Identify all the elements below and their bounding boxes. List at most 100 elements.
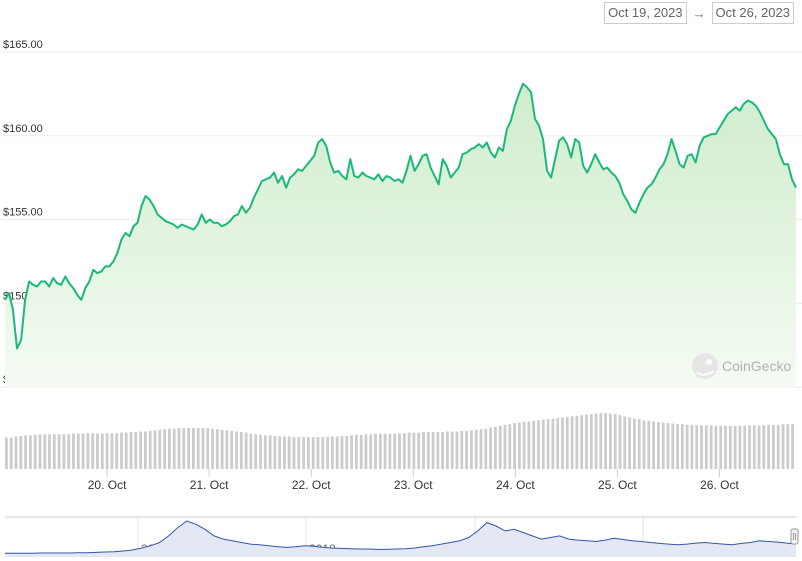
- volume-bar: [714, 425, 718, 469]
- volume-bar: [565, 416, 569, 469]
- price-area: [4, 82, 797, 388]
- volume-bar: [211, 428, 214, 469]
- navigator-handle[interactable]: [790, 528, 799, 545]
- volume-bar: [19, 436, 23, 469]
- volume-bar: [369, 434, 373, 469]
- volume-bar: [359, 434, 363, 469]
- volume-bar: [225, 430, 229, 469]
- volume-bar: [230, 430, 234, 469]
- volume-bar: [436, 432, 440, 469]
- volume-bar: [168, 428, 171, 469]
- volume-bar: [609, 413, 612, 469]
- volume-bar: [637, 419, 641, 469]
- volume-bar: [321, 437, 325, 469]
- navigator[interactable]: 2016201820202022: [5, 516, 799, 557]
- volume-bars: [5, 413, 794, 469]
- volume-bar: [676, 424, 679, 469]
- volume-bar: [91, 433, 95, 469]
- volume-bar: [743, 425, 747, 469]
- volume-bar: [192, 428, 195, 469]
- volume-bar: [781, 424, 785, 469]
- x-tick-label: 21. Oct: [190, 478, 229, 492]
- volume-bar: [417, 432, 421, 469]
- volume-bar: [685, 424, 689, 469]
- volume-bar: [177, 428, 181, 469]
- volume-bar: [235, 431, 238, 469]
- volume-bar: [249, 433, 253, 469]
- volume-bar: [9, 437, 13, 469]
- volume-bar: [431, 432, 435, 469]
- volume-bar: [187, 428, 190, 469]
- volume-bar: [561, 417, 564, 469]
- date-to-input[interactable]: Oct 26, 2023: [711, 2, 794, 24]
- volume-bar: [24, 435, 27, 469]
- volume-bar: [728, 425, 732, 469]
- coingecko-watermark: CoinGecko: [692, 353, 791, 379]
- volume-bar: [129, 432, 133, 469]
- volume-bar: [5, 437, 8, 469]
- volume-bar: [680, 424, 684, 469]
- volume-bar: [110, 433, 114, 469]
- volume-bar: [115, 433, 119, 469]
- volume-bar: [580, 415, 584, 469]
- volume-bar: [302, 437, 305, 469]
- volume-bar: [738, 425, 742, 469]
- volume-bar: [666, 423, 670, 469]
- volume-bar: [422, 432, 425, 469]
- volume-bar: [287, 436, 291, 469]
- volume-bar: [158, 429, 162, 469]
- volume-bar: [613, 414, 617, 469]
- y-tick-label: $155.00: [3, 207, 43, 219]
- volume-bar: [479, 429, 483, 469]
- volume-bar: [604, 413, 607, 469]
- volume-bar: [311, 437, 315, 469]
- volume-bar: [297, 437, 301, 469]
- volume-bar: [38, 434, 42, 469]
- volume-bar: [589, 414, 593, 469]
- volume-bar: [105, 433, 109, 469]
- x-tick-label: 25. Oct: [598, 478, 637, 492]
- volume-bar: [791, 424, 794, 469]
- volume-bar: [220, 429, 224, 469]
- volume-bar: [67, 434, 71, 469]
- volume-bar: [72, 433, 75, 469]
- volume-bar: [633, 418, 636, 469]
- volume-bar: [733, 425, 737, 469]
- volume-bar: [762, 425, 766, 469]
- volume-bar: [335, 436, 339, 469]
- volume-bar: [14, 436, 18, 469]
- volume-bar: [340, 436, 344, 469]
- volume-bar: [484, 428, 488, 469]
- volume-bar: [537, 420, 540, 469]
- volume-bar: [570, 416, 574, 469]
- volume-bar: [148, 430, 152, 469]
- volume-bar: [388, 433, 392, 469]
- volume-bar: [470, 430, 473, 469]
- volume-bar: [29, 435, 32, 469]
- price-line: [4, 82, 797, 350]
- x-tick-label: 23. Oct: [394, 478, 433, 492]
- volume-bar: [43, 434, 47, 469]
- watermark-text: CoinGecko: [722, 358, 791, 374]
- navigator-area: [5, 521, 796, 556]
- volume-bar: [695, 425, 699, 469]
- volume-bar: [628, 417, 631, 469]
- volume-bar: [292, 437, 296, 469]
- volume-bar: [100, 433, 104, 469]
- volume-bar: [378, 433, 382, 469]
- volume-bar: [661, 422, 665, 469]
- volume-bar: [719, 425, 723, 469]
- volume-bar: [446, 431, 449, 469]
- date-range-selector: Oct 19, 2023 → Oct 26, 2023: [604, 2, 794, 24]
- volume-bar: [244, 432, 248, 469]
- volume-bar: [62, 434, 66, 469]
- volume-bar: [556, 418, 560, 469]
- date-from-input[interactable]: Oct 19, 2023: [604, 2, 687, 24]
- volume-bar: [163, 429, 166, 469]
- volume-bar: [551, 418, 555, 469]
- volume-bar: [402, 433, 406, 469]
- volume-bar: [345, 436, 349, 469]
- volume-bar: [704, 425, 708, 469]
- volume-bar: [652, 421, 655, 469]
- volume-bar: [522, 422, 526, 469]
